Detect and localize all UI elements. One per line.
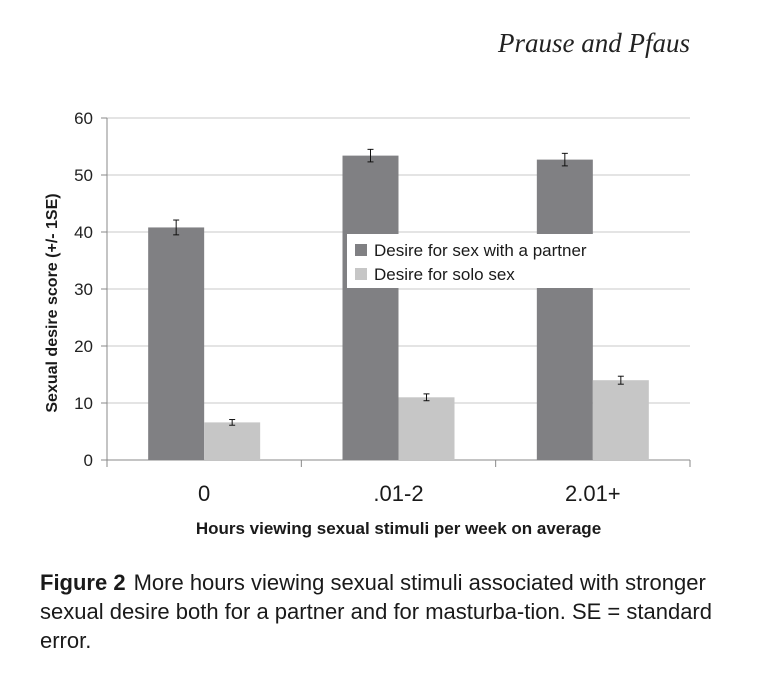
- y-axis-label: Sexual desire score (+/- 1SE): [44, 193, 61, 412]
- figure-caption-text: More hours viewing sexual stimuli associ…: [40, 570, 712, 653]
- bars: [148, 155, 649, 461]
- legend: Desire for sex with a partner Desire for …: [347, 234, 630, 288]
- y-tick-label: 10: [74, 394, 93, 413]
- header-author-line: Prause and Pfaus: [498, 28, 690, 58]
- legend-label: Desire for sex with a partner: [374, 241, 587, 260]
- bar-solo: [204, 422, 261, 460]
- bar-solo: [592, 380, 649, 460]
- bar-partner: [536, 159, 593, 461]
- legend-label: Desire for solo sex: [374, 265, 515, 284]
- legend-box: [347, 234, 630, 288]
- bar-solo: [398, 397, 455, 460]
- y-tick-label: 30: [74, 280, 93, 299]
- bar-partner: [342, 155, 399, 460]
- figure-label: Figure 2: [40, 570, 126, 595]
- y-tick-label: 20: [74, 337, 93, 356]
- figure-caption: Figure 2 More hours viewing sexual stimul…: [40, 568, 720, 655]
- error-bars: [173, 148, 624, 426]
- legend-swatch-partner: [355, 244, 367, 256]
- x-tick-label: 2.01+: [565, 481, 621, 506]
- legend-swatch-solo: [355, 268, 367, 280]
- x-tick-label: .01-2: [373, 481, 423, 506]
- tick-labels: 0 10 20 30 40 50 60 0 .01-2 2.01+ Hours viewing se…: [44, 109, 621, 538]
- bar-chart: 0 10 20 30 40 50 60 0 .01-2 2.01+ Hours viewing se…: [44, 109, 691, 538]
- y-tick-label: 60: [74, 109, 93, 128]
- x-tick-label: 0: [198, 481, 210, 506]
- y-tick-label: 40: [74, 223, 93, 242]
- x-axis-label: Hours viewing sexual stimuli per week on…: [196, 519, 601, 538]
- y-tick-label: 0: [84, 451, 93, 470]
- bar-partner: [148, 227, 205, 460]
- y-tick-label: 50: [74, 166, 93, 185]
